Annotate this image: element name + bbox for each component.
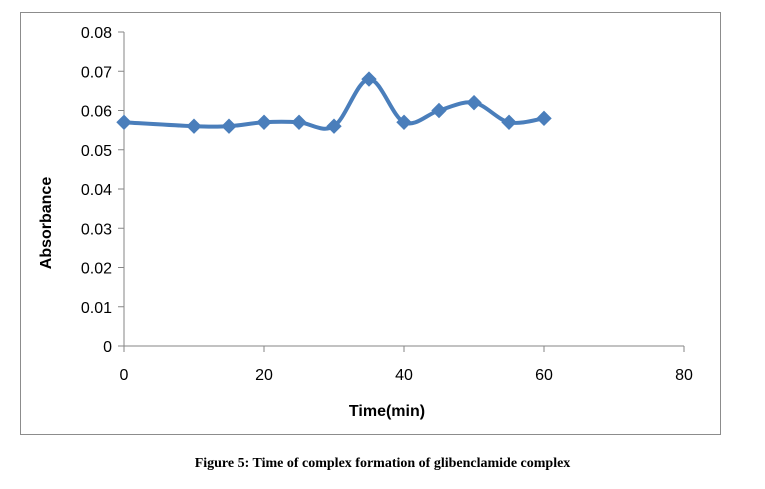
data-point [256,114,272,130]
data-point [326,118,342,134]
data-point [186,118,202,134]
y-axis: 0 0.01 0.02 0.03 0.04 0.05 0.06 0.07 0.08 [81,25,125,356]
data-point [431,102,447,119]
x-tick-label: 60 [535,367,553,384]
data-point [501,114,517,130]
y-tick-label: 0.06 [81,104,112,121]
data-point [116,114,132,130]
x-tick-label: 40 [395,367,413,384]
x-tick-label: 20 [255,367,273,384]
y-tick-label: 0.08 [81,25,112,42]
y-tick-label: 0.01 [81,300,112,317]
x-tick-label: 80 [675,367,693,384]
y-axis-title: Absorbance [38,177,55,270]
data-point [536,110,552,127]
data-point [361,71,377,87]
x-axis: 0 20 40 60 80 [120,345,693,384]
y-tick-label: 0.05 [81,143,112,160]
data-point [466,94,482,111]
x-tick-label: 0 [120,367,129,384]
figure-caption: Figure 5: Time of complex formation of g… [194,456,571,471]
data-point [396,114,412,130]
series-layer [116,71,552,134]
y-tick-label: 0.04 [81,182,112,199]
y-tick-label: 0.07 [81,64,112,81]
y-tick-label: 0 [103,339,112,356]
data-point [221,118,237,134]
y-tick-label: 0.03 [81,221,112,238]
data-point [291,114,307,130]
y-tick-label: 0.02 [81,261,112,278]
x-axis-title: Time(min) [349,403,425,420]
